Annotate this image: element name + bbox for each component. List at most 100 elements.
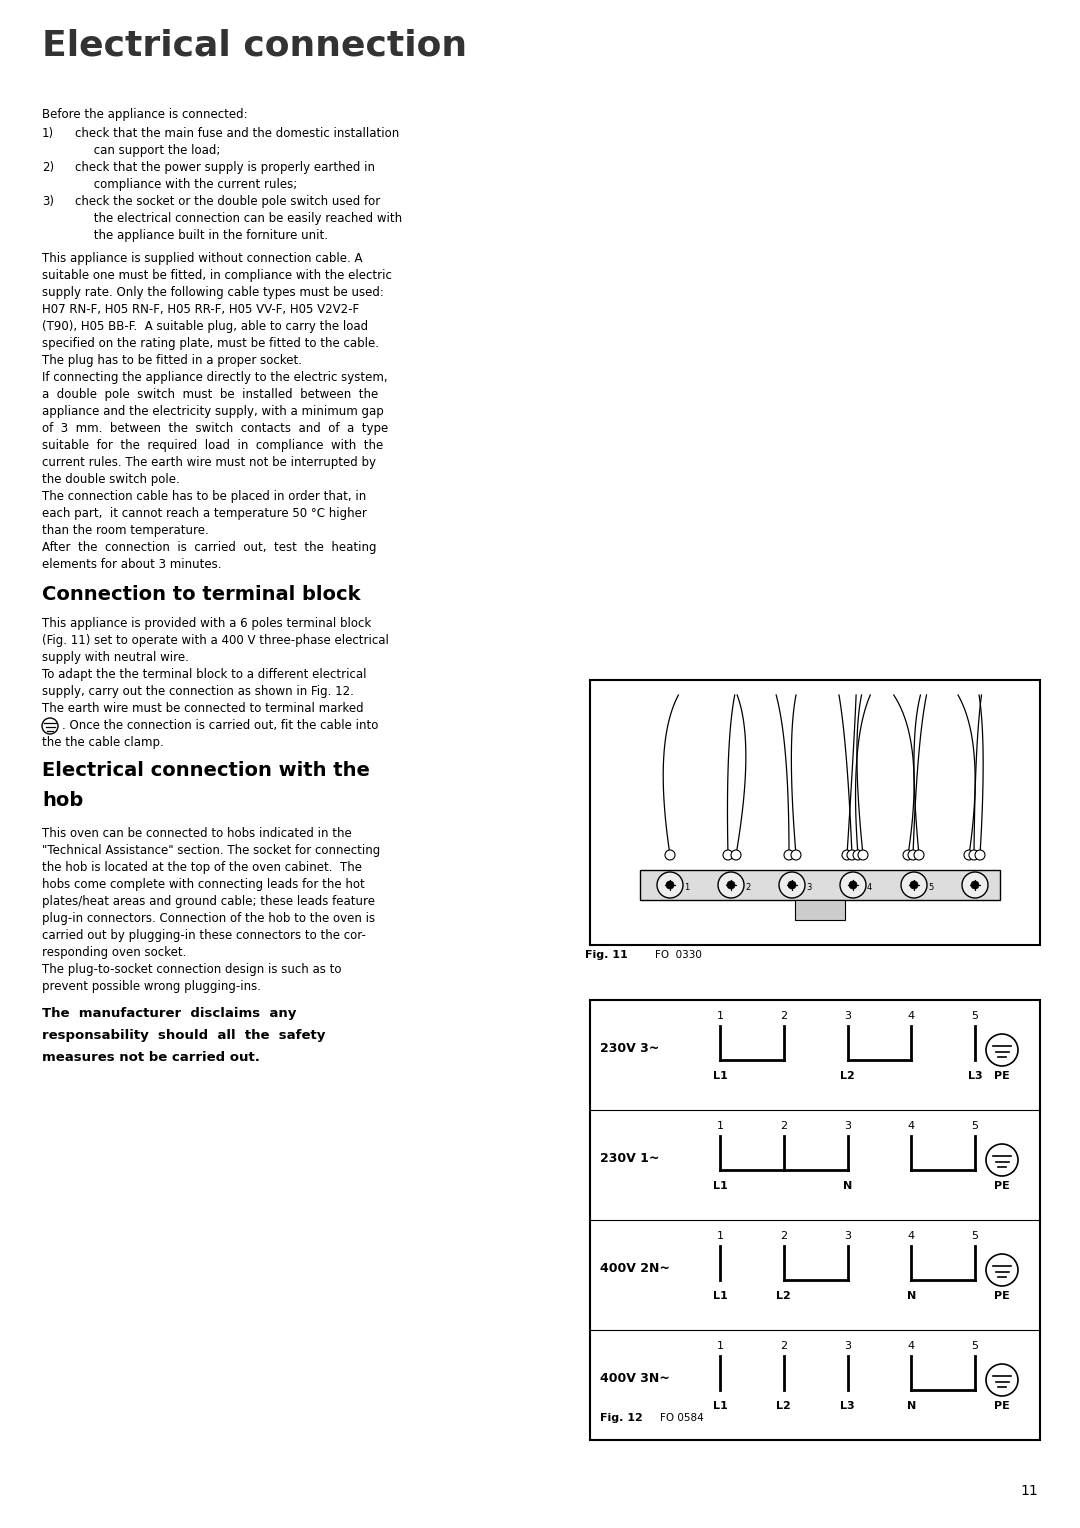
Circle shape xyxy=(969,850,978,860)
Circle shape xyxy=(853,850,863,860)
Text: 2: 2 xyxy=(780,1232,787,1241)
Text: 5: 5 xyxy=(972,1342,978,1351)
Text: 3: 3 xyxy=(806,883,811,891)
Text: each part,  it cannot reach a temperature 50 °C higher: each part, it cannot reach a temperature… xyxy=(42,507,367,520)
Circle shape xyxy=(914,850,924,860)
Text: suitable  for  the  required  load  in  compliance  with  the: suitable for the required load in compli… xyxy=(42,439,383,452)
Circle shape xyxy=(779,872,805,898)
Text: hob: hob xyxy=(42,792,83,810)
Text: (T90), H05 BB-F.  A suitable plug, able to carry the load: (T90), H05 BB-F. A suitable plug, able t… xyxy=(42,319,368,333)
Circle shape xyxy=(903,850,913,860)
Circle shape xyxy=(901,872,927,898)
Text: This appliance is supplied without connection cable. A: This appliance is supplied without conne… xyxy=(42,252,363,264)
Text: check that the main fuse and the domestic installation: check that the main fuse and the domesti… xyxy=(75,127,400,141)
Text: 4: 4 xyxy=(907,1342,915,1351)
Text: The  manufacturer  disclaims  any: The manufacturer disclaims any xyxy=(42,1007,296,1021)
Text: L3: L3 xyxy=(968,1071,983,1080)
Text: Fig. 12: Fig. 12 xyxy=(600,1413,643,1423)
Text: 2): 2) xyxy=(42,160,54,174)
Text: 3: 3 xyxy=(843,1122,851,1131)
Text: 4: 4 xyxy=(907,1122,915,1131)
Text: H07 RN-F, H05 RN-F, H05 RR-F, H05 VV-F, H05 V2V2-F: H07 RN-F, H05 RN-F, H05 RR-F, H05 VV-F, … xyxy=(42,303,360,316)
Text: 3: 3 xyxy=(843,1232,851,1241)
Text: the double switch pole.: the double switch pole. xyxy=(42,474,179,486)
Text: . Once the connection is carried out, fit the cable into: . Once the connection is carried out, fi… xyxy=(62,720,378,732)
Text: L3: L3 xyxy=(840,1401,854,1410)
Text: PE: PE xyxy=(994,1181,1010,1190)
Text: 1: 1 xyxy=(716,1232,724,1241)
Text: N: N xyxy=(906,1401,916,1410)
Circle shape xyxy=(666,882,674,889)
Text: 2: 2 xyxy=(780,1342,787,1351)
Text: specified on the rating plate, must be fitted to the cable.: specified on the rating plate, must be f… xyxy=(42,338,379,350)
Bar xyxy=(640,869,1000,900)
Text: suitable one must be fitted, in compliance with the electric: suitable one must be fitted, in complian… xyxy=(42,269,392,283)
Circle shape xyxy=(964,850,974,860)
Text: 4: 4 xyxy=(907,1232,915,1241)
Text: 2: 2 xyxy=(745,883,751,891)
Circle shape xyxy=(842,850,852,860)
Text: To adapt the the terminal block to a different electrical: To adapt the the terminal block to a dif… xyxy=(42,668,366,681)
Text: FO  0330: FO 0330 xyxy=(654,950,702,960)
Text: check the socket or the double pole switch used for: check the socket or the double pole swit… xyxy=(75,196,380,208)
Text: check that the power supply is properly earthed in: check that the power supply is properly … xyxy=(75,160,375,174)
Text: Fig. 11: Fig. 11 xyxy=(585,950,627,960)
Text: the hob is located at the top of the oven cabinet.  The: the hob is located at the top of the ove… xyxy=(42,860,362,874)
Circle shape xyxy=(784,850,794,860)
Text: L2: L2 xyxy=(777,1401,792,1410)
Text: 5: 5 xyxy=(928,883,933,891)
Circle shape xyxy=(791,850,801,860)
Circle shape xyxy=(731,850,741,860)
Text: 1: 1 xyxy=(684,883,689,891)
Text: 3): 3) xyxy=(42,196,54,208)
Text: "Technical Assistance" section. The socket for connecting: "Technical Assistance" section. The sock… xyxy=(42,843,380,857)
Text: 3: 3 xyxy=(843,1342,851,1351)
Text: current rules. The earth wire must not be interrupted by: current rules. The earth wire must not b… xyxy=(42,455,376,469)
Text: 400V 3N~: 400V 3N~ xyxy=(600,1372,670,1386)
Text: 230V 1~: 230V 1~ xyxy=(600,1152,660,1166)
Circle shape xyxy=(908,850,918,860)
Text: 2: 2 xyxy=(780,1122,787,1131)
Bar xyxy=(590,999,1040,1439)
Text: 400V 2N~: 400V 2N~ xyxy=(600,1262,670,1276)
Text: PE: PE xyxy=(994,1401,1010,1410)
Circle shape xyxy=(727,882,735,889)
Text: hobs come complete with connecting leads for the hot: hobs come complete with connecting leads… xyxy=(42,879,365,891)
Circle shape xyxy=(788,882,796,889)
Text: the the cable clamp.: the the cable clamp. xyxy=(42,736,164,749)
Text: FO 0584: FO 0584 xyxy=(660,1413,704,1423)
Text: PE: PE xyxy=(994,1071,1010,1080)
Text: 2: 2 xyxy=(780,1012,787,1021)
Circle shape xyxy=(971,882,978,889)
Text: appliance and the electricity supply, with a minimum gap: appliance and the electricity supply, wi… xyxy=(42,405,383,419)
Text: can support the load;: can support the load; xyxy=(75,144,220,157)
Text: 5: 5 xyxy=(972,1232,978,1241)
Text: 1: 1 xyxy=(716,1122,724,1131)
Text: If connecting the appliance directly to the electric system,: If connecting the appliance directly to … xyxy=(42,371,388,384)
Text: plates/heat areas and ground cable; these leads feature: plates/heat areas and ground cable; thes… xyxy=(42,895,375,908)
Text: 4: 4 xyxy=(907,1012,915,1021)
Circle shape xyxy=(723,850,733,860)
Circle shape xyxy=(840,872,866,898)
Circle shape xyxy=(975,850,985,860)
Text: Before the appliance is connected:: Before the appliance is connected: xyxy=(42,108,247,121)
Text: This appliance is provided with a 6 poles terminal block: This appliance is provided with a 6 pole… xyxy=(42,617,372,630)
Text: L1: L1 xyxy=(713,1291,727,1300)
Text: plug-in connectors. Connection of the hob to the oven is: plug-in connectors. Connection of the ho… xyxy=(42,912,375,924)
Text: 4: 4 xyxy=(867,883,873,891)
Text: (Fig. 11) set to operate with a 400 V three-phase electrical: (Fig. 11) set to operate with a 400 V th… xyxy=(42,634,389,646)
Text: N: N xyxy=(842,1181,852,1190)
Text: PE: PE xyxy=(994,1291,1010,1300)
Text: This oven can be connected to hobs indicated in the: This oven can be connected to hobs indic… xyxy=(42,827,352,840)
Text: compliance with the current rules;: compliance with the current rules; xyxy=(75,177,297,191)
Circle shape xyxy=(665,850,675,860)
Text: L2: L2 xyxy=(777,1291,792,1300)
Circle shape xyxy=(847,850,858,860)
Text: supply, carry out the connection as shown in Fig. 12.: supply, carry out the connection as show… xyxy=(42,685,354,698)
Text: than the room temperature.: than the room temperature. xyxy=(42,524,208,536)
Circle shape xyxy=(718,872,744,898)
Text: of  3  mm.  between  the  switch  contacts  and  of  a  type: of 3 mm. between the switch contacts and… xyxy=(42,422,388,435)
Text: a  double  pole  switch  must  be  installed  between  the: a double pole switch must be installed b… xyxy=(42,388,378,400)
Text: 1): 1) xyxy=(42,127,54,141)
Text: supply rate. Only the following cable types must be used:: supply rate. Only the following cable ty… xyxy=(42,286,383,299)
